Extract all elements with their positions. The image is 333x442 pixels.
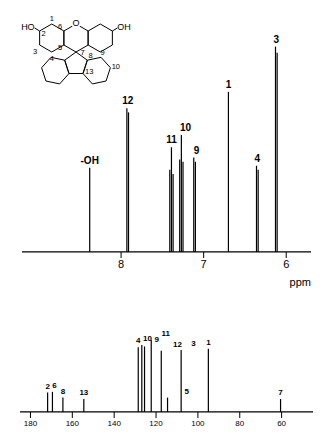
svg-text:8: 8 — [118, 258, 124, 270]
svg-text:6: 6 — [52, 381, 57, 390]
svg-text:11: 11 — [162, 329, 171, 338]
svg-text:7: 7 — [80, 48, 84, 57]
svg-text:4: 4 — [136, 336, 141, 345]
svg-text:2: 2 — [45, 382, 50, 391]
svg-text:10: 10 — [112, 62, 120, 71]
svg-text:4: 4 — [50, 54, 54, 63]
svg-text:8: 8 — [61, 387, 66, 396]
svg-text:13: 13 — [79, 388, 88, 397]
svg-text:13: 13 — [85, 67, 93, 76]
svg-text:6: 6 — [58, 22, 62, 31]
svg-text:7: 7 — [201, 258, 207, 270]
svg-text:120: 120 — [149, 419, 163, 428]
svg-text:60: 60 — [277, 419, 286, 428]
svg-text:O: O — [72, 18, 79, 28]
svg-text:ppm: ppm — [290, 276, 311, 288]
svg-text:160: 160 — [66, 419, 80, 428]
svg-text:1: 1 — [226, 79, 232, 90]
svg-text:12: 12 — [173, 340, 182, 349]
svg-text:9: 9 — [100, 48, 104, 57]
svg-text:80: 80 — [235, 419, 244, 428]
svg-text:1: 1 — [206, 338, 211, 347]
svg-text:100: 100 — [191, 419, 205, 428]
svg-text:6: 6 — [283, 258, 289, 270]
svg-text:8: 8 — [88, 51, 92, 60]
svg-text:1: 1 — [50, 14, 54, 23]
svg-text:HO: HO — [21, 22, 35, 32]
svg-text:5: 5 — [184, 387, 189, 396]
svg-text:10: 10 — [143, 334, 152, 343]
svg-text:3: 3 — [191, 339, 196, 348]
svg-text:7: 7 — [278, 388, 283, 397]
svg-text:180: 180 — [24, 419, 38, 428]
svg-text:140: 140 — [107, 419, 121, 428]
svg-text:12: 12 — [122, 95, 134, 106]
svg-text:5: 5 — [58, 43, 62, 52]
svg-text:11: 11 — [166, 134, 177, 145]
svg-text:3: 3 — [33, 47, 37, 56]
svg-text:-OH: -OH — [81, 155, 99, 166]
svg-text:OH: OH — [117, 22, 131, 32]
svg-text:2: 2 — [41, 29, 45, 38]
svg-text:9: 9 — [154, 335, 159, 344]
svg-text:4: 4 — [255, 153, 261, 164]
svg-text:10: 10 — [180, 122, 192, 133]
svg-text:9: 9 — [194, 145, 200, 156]
svg-text:3: 3 — [274, 34, 280, 45]
